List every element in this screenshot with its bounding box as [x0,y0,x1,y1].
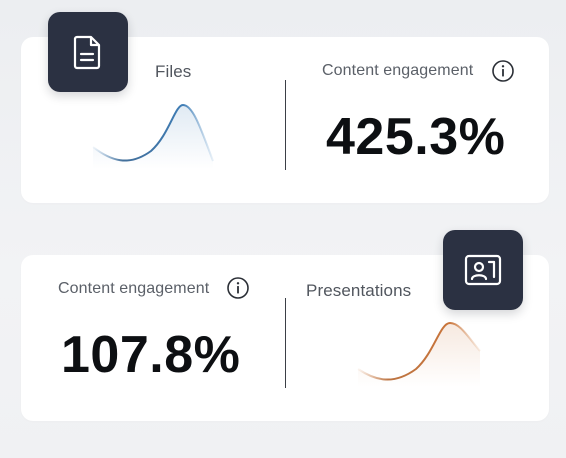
document-icon [73,35,101,70]
content-engagement-label: Content engagement [58,280,210,297]
content-engagement-value: 107.8% [61,326,241,384]
files-label: Files [155,62,192,81]
content-engagement-label: Content engagement [322,62,474,79]
presentations-sparkline [357,321,481,387]
files-sparkline [92,103,214,169]
presentation-icon [464,254,502,286]
presentations-label: Presentations [306,281,412,300]
card-divider [285,298,286,388]
document-icon-tile [48,12,128,92]
card-divider [285,80,286,170]
content-engagement-value: 425.3% [326,108,506,166]
presentation-icon-tile [443,230,523,310]
info-icon[interactable] [226,276,250,300]
info-icon[interactable] [491,59,515,83]
files-engagement-card: Files Content engagement 425.3% [21,37,549,203]
